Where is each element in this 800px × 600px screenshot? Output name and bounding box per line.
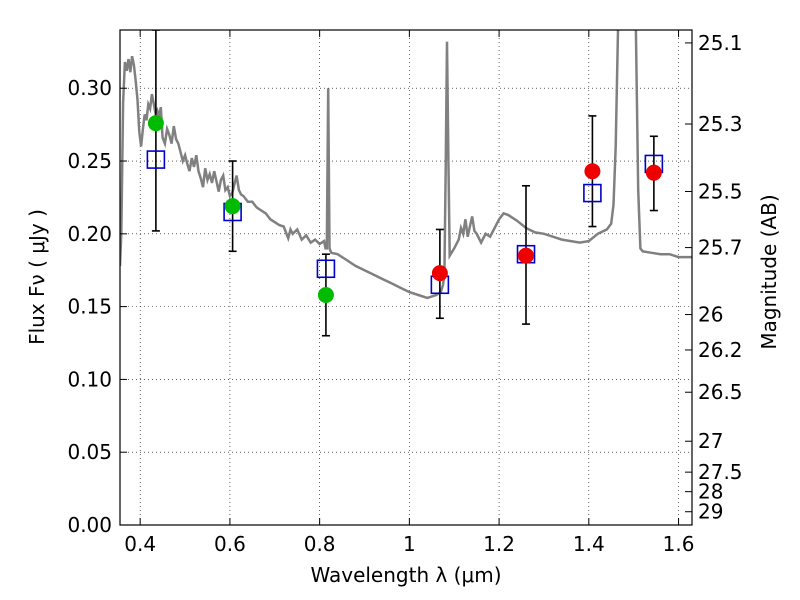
x-tick-label-6: 1.6 — [663, 532, 695, 556]
y-tick-label-0: 0.00 — [67, 513, 112, 537]
x-tick-label-2: 0.8 — [304, 532, 336, 556]
x-tick-label-1: 0.6 — [214, 532, 246, 556]
plot-background — [120, 30, 692, 525]
mag-tick-label-10: 29 — [698, 500, 723, 524]
y-tick-label-4: 0.20 — [67, 222, 112, 246]
mag-tick-label-6: 26.5 — [698, 380, 743, 404]
model-box-2 — [316, 259, 336, 279]
model-spectrum-line — [120, 30, 692, 300]
observed-point-2 — [317, 286, 334, 303]
y-tick-label-1: 0.05 — [67, 440, 112, 464]
magnitude-axis-label: Magnitude (AB) — [757, 194, 781, 349]
mag-tick-label-8: 27.5 — [698, 460, 743, 484]
x-tick-label-4: 1.2 — [483, 532, 515, 556]
model-box-5 — [583, 183, 602, 203]
mag-tick-label-1: 25.3 — [698, 112, 743, 136]
mag-tick-label-5: 26.2 — [698, 338, 743, 362]
mag-tick-label-7: 27 — [698, 429, 723, 453]
mag-tick-label-3: 25.7 — [698, 236, 743, 260]
y-tick-label-2: 0.10 — [67, 367, 112, 391]
mag-tick-label-2: 25.5 — [698, 179, 743, 203]
mag-tick-label-4: 26 — [698, 303, 723, 327]
mag-tick-label-9: 28 — [698, 480, 723, 504]
observed-point-3 — [431, 265, 448, 282]
observed-point-0 — [147, 115, 164, 132]
x-axis-ticks: 0.4 0.6 0.8 1 1.2 1.4 1.6 — [124, 30, 694, 556]
model-box-0 — [146, 150, 166, 169]
mag-tick-label-0: 25.1 — [698, 31, 743, 55]
plot-frame — [119, 29, 693, 526]
observed-point-6 — [645, 164, 662, 181]
y-axis-label: Flux Fν ( μJy ) — [25, 209, 49, 345]
observed-point-5 — [584, 163, 601, 180]
x-tick-label-3: 1 — [403, 532, 416, 556]
y-tick-label-5: 0.25 — [67, 149, 112, 173]
y-tick-label-6: 0.30 — [67, 76, 112, 100]
observed-point-4 — [518, 247, 535, 264]
x-tick-label-0: 0.4 — [124, 532, 156, 556]
observed-photometry-points — [147, 115, 662, 303]
y-axis-ticks: 0.00 0.05 0.10 0.15 0.20 0.25 0.30 — [67, 76, 127, 537]
y-tick-label-3: 0.15 — [67, 295, 112, 319]
x-tick-label-5: 1.4 — [573, 532, 605, 556]
observed-point-1 — [224, 198, 241, 215]
x-axis-label: Wavelength λ (μm) — [310, 563, 501, 587]
